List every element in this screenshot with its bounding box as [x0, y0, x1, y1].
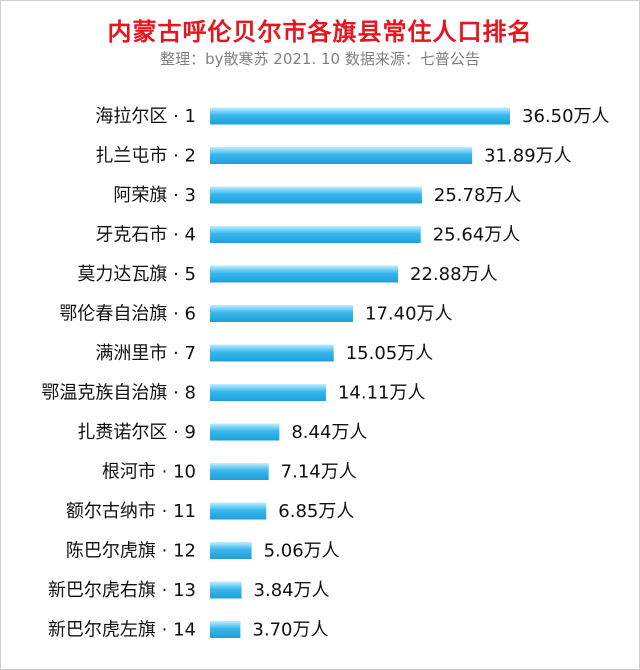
bar: [210, 305, 354, 322]
bar: [210, 226, 421, 243]
category-label: 满洲里市 · 7: [95, 343, 196, 364]
category-label: 牙克石市 · 4: [95, 225, 196, 246]
category-label: 扎赉诺尔区 · 9: [77, 422, 196, 443]
bar: [210, 107, 510, 125]
value-label: 7.14万人: [281, 462, 357, 483]
value-label: 31.89万人: [484, 146, 572, 167]
value-label: 5.06万人: [264, 541, 340, 562]
value-label: 25.78万人: [434, 185, 522, 206]
value-label: 3.84万人: [254, 580, 330, 601]
category-label: 根河市 · 10: [102, 462, 196, 483]
bar: [210, 186, 422, 204]
bar: [210, 621, 241, 638]
category-label: 陈巴尔虎旗 · 12: [66, 541, 196, 562]
bar: [210, 423, 280, 441]
value-label: 15.05万人: [346, 343, 434, 364]
chart-subtitle: 整理：by散寒苏 2021. 10 数据来源：七普公告: [160, 50, 480, 68]
value-label: 36.50万人: [522, 106, 610, 127]
bar: [210, 147, 473, 164]
category-label: 阿荣旗 · 3: [113, 185, 196, 206]
value-label: 22.88万人: [410, 264, 498, 285]
bar: [210, 581, 242, 599]
bar: [210, 344, 334, 362]
chart-title: 内蒙古呼伦贝尔市各旗县常住人口排名: [107, 18, 533, 46]
value-label: 17.40万人: [365, 304, 453, 325]
bar: [210, 265, 399, 283]
bar: [210, 384, 326, 401]
category-label: 新巴尔虎左旗 · 14: [48, 620, 196, 641]
category-label: 鄂伦春自治旗 · 6: [59, 304, 196, 325]
bar: [210, 542, 252, 559]
value-label: 25.64万人: [433, 225, 521, 246]
value-label: 8.44万人: [291, 422, 367, 443]
category-label: 莫力达瓦旗 · 5: [77, 264, 196, 285]
category-label: 扎兰屯市 · 2: [95, 146, 196, 167]
category-label: 额尔古纳市 · 11: [66, 501, 196, 522]
value-label: 14.11万人: [338, 383, 426, 404]
category-label: 新巴尔虎右旗 · 13: [48, 580, 196, 601]
category-label: 鄂温克族自治旗 · 8: [41, 383, 196, 404]
value-label: 3.70万人: [252, 620, 328, 641]
category-label: 海拉尔区 · 1: [95, 106, 196, 127]
bar: [210, 502, 267, 520]
bar: [210, 463, 269, 480]
value-label: 6.85万人: [278, 501, 354, 522]
